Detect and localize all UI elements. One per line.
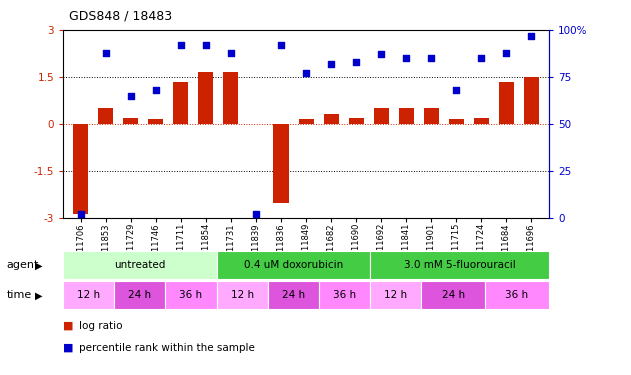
Text: percentile rank within the sample: percentile rank within the sample	[79, 343, 255, 353]
Text: 24 h: 24 h	[281, 290, 305, 300]
Bar	[223, 72, 239, 124]
Text: 24 h: 24 h	[128, 290, 151, 300]
Point	[201, 42, 211, 48]
Text: 12 h: 12 h	[77, 290, 100, 300]
Bar	[474, 117, 489, 124]
Bar	[370, 281, 421, 309]
Point	[251, 211, 261, 217]
Bar	[165, 281, 216, 309]
Bar	[421, 281, 485, 309]
Bar	[298, 119, 314, 124]
Bar	[63, 251, 216, 279]
Bar	[424, 108, 439, 124]
Point	[176, 42, 186, 48]
Point	[502, 50, 512, 55]
Bar	[98, 108, 113, 124]
Bar	[216, 251, 370, 279]
Bar	[370, 251, 549, 279]
Text: ▶: ▶	[35, 260, 42, 270]
Text: agent: agent	[6, 260, 38, 270]
Bar	[198, 72, 213, 124]
Text: untreated: untreated	[114, 260, 165, 270]
Bar	[73, 124, 88, 214]
Point	[301, 70, 311, 76]
Bar	[524, 77, 539, 124]
Bar	[123, 117, 138, 124]
Point	[226, 50, 236, 55]
Text: 0.4 uM doxorubicin: 0.4 uM doxorubicin	[244, 260, 343, 270]
Point	[476, 55, 487, 61]
Bar	[399, 108, 414, 124]
Text: time: time	[6, 290, 32, 300]
Text: 12 h: 12 h	[384, 290, 407, 300]
Point	[276, 42, 286, 48]
Text: 36 h: 36 h	[179, 290, 203, 300]
Bar	[216, 281, 268, 309]
Bar	[268, 281, 319, 309]
Bar	[499, 82, 514, 124]
Point	[76, 211, 86, 217]
Point	[526, 33, 536, 39]
Text: 3.0 mM 5-fluorouracil: 3.0 mM 5-fluorouracil	[404, 260, 516, 270]
Point	[100, 50, 110, 55]
Point	[376, 51, 386, 57]
Point	[451, 87, 461, 93]
Text: ▶: ▶	[35, 290, 42, 300]
Text: 36 h: 36 h	[333, 290, 356, 300]
Bar	[148, 119, 163, 124]
Text: ■: ■	[63, 343, 74, 353]
Text: 12 h: 12 h	[230, 290, 254, 300]
Text: ■: ■	[63, 321, 74, 331]
Point	[126, 93, 136, 99]
Bar	[374, 108, 389, 124]
Bar	[174, 82, 188, 124]
Text: log ratio: log ratio	[79, 321, 122, 331]
Point	[151, 87, 161, 93]
Bar	[63, 281, 114, 309]
Bar	[319, 281, 370, 309]
Bar	[348, 117, 363, 124]
Text: 36 h: 36 h	[505, 290, 529, 300]
Bar	[324, 114, 339, 124]
Text: 24 h: 24 h	[442, 290, 464, 300]
Bar	[273, 124, 288, 203]
Text: GDS848 / 18483: GDS848 / 18483	[69, 9, 172, 22]
Bar	[485, 281, 549, 309]
Point	[326, 61, 336, 67]
Point	[401, 55, 411, 61]
Bar	[114, 281, 165, 309]
Point	[351, 59, 361, 65]
Point	[426, 55, 436, 61]
Bar	[449, 119, 464, 124]
